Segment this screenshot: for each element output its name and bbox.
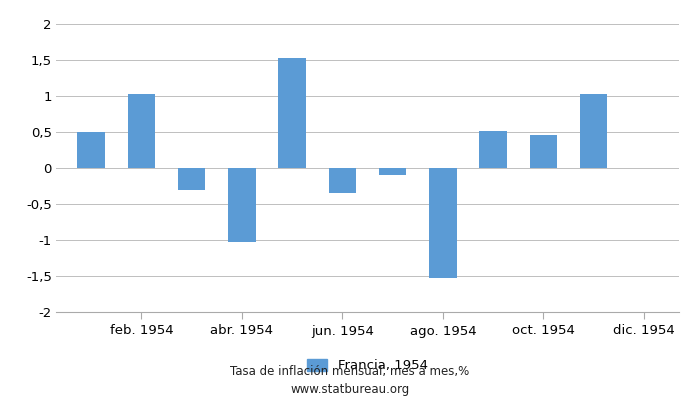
Bar — [580, 94, 608, 168]
Bar — [279, 58, 306, 168]
Bar — [480, 131, 507, 168]
Bar — [379, 168, 407, 175]
Bar — [328, 168, 356, 193]
Bar — [529, 135, 557, 168]
Bar — [178, 168, 206, 190]
Bar — [78, 132, 105, 168]
Bar — [228, 168, 256, 242]
Text: Tasa de inflación mensual, mes a mes,%: Tasa de inflación mensual, mes a mes,% — [230, 366, 470, 378]
Bar — [127, 94, 155, 168]
Legend: Francia, 1954: Francia, 1954 — [307, 359, 428, 372]
Bar — [429, 168, 456, 278]
Text: www.statbureau.org: www.statbureau.org — [290, 384, 410, 396]
